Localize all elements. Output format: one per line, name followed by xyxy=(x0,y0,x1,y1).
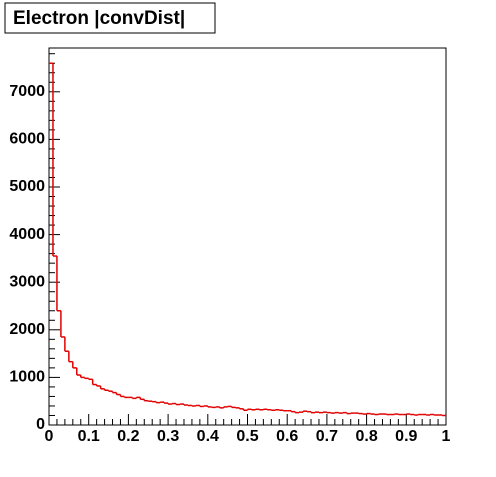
y-tick-label: 2000 xyxy=(9,321,45,338)
x-tick-label: 0.5 xyxy=(236,428,258,445)
x-tick-label: 0.4 xyxy=(197,428,219,445)
x-tick-label: 0.2 xyxy=(117,428,139,445)
title-box xyxy=(4,2,216,34)
y-tick-label: 7000 xyxy=(9,83,45,100)
chart-title: Electron |convDist| xyxy=(13,8,185,29)
x-tick-label: 0.6 xyxy=(276,428,298,445)
x-tick-label: 0.1 xyxy=(78,428,100,445)
x-tick-label: 0.3 xyxy=(157,428,179,445)
x-tick-label: 1 xyxy=(442,428,451,445)
x-tick-label: 0.8 xyxy=(355,428,377,445)
y-tick-label: 5000 xyxy=(9,178,45,195)
x-tick-label: 0.7 xyxy=(316,428,338,445)
x-tick-label: 0 xyxy=(45,428,54,445)
y-tick-label: 6000 xyxy=(9,131,45,148)
y-tick-label: 0 xyxy=(36,416,45,433)
plot-frame xyxy=(48,47,447,426)
y-tick-label: 3000 xyxy=(9,273,45,290)
y-tick-label: 1000 xyxy=(9,369,45,386)
y-tick-label: 4000 xyxy=(9,226,45,243)
x-tick-label: 0.9 xyxy=(395,428,417,445)
